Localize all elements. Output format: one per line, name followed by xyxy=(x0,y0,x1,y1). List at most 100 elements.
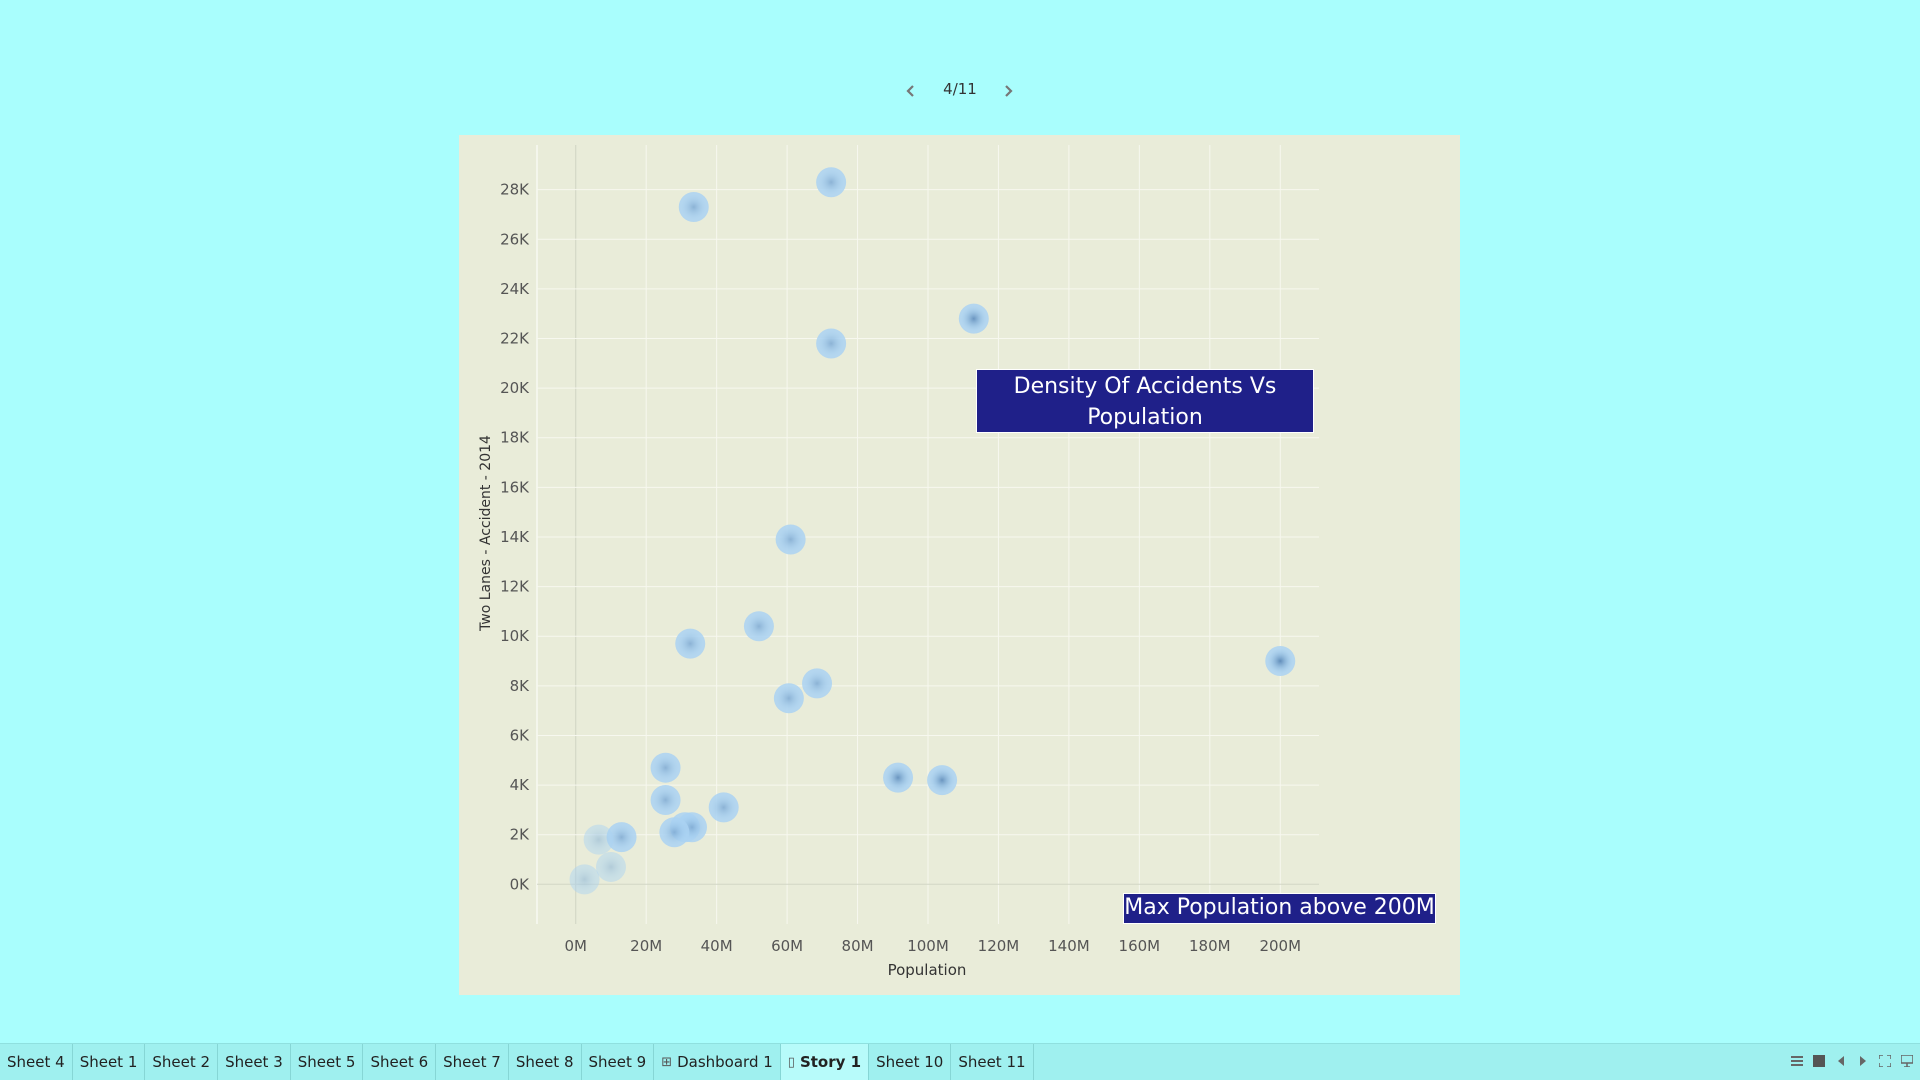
x-tick-label: 60M xyxy=(771,937,803,955)
data-point[interactable] xyxy=(1265,646,1296,677)
sheet-tab-sheet-10[interactable]: Sheet 10 xyxy=(869,1044,952,1080)
point-core xyxy=(777,526,804,553)
data-point[interactable] xyxy=(802,668,833,699)
data-point[interactable] xyxy=(595,851,626,882)
data-point[interactable] xyxy=(743,611,774,642)
view-tools xyxy=(1790,1054,1914,1068)
sheet-tab-label: Sheet 9 xyxy=(588,1053,647,1071)
data-point[interactable] xyxy=(883,762,914,793)
y-tick-label: 4K xyxy=(510,776,531,794)
data-point[interactable] xyxy=(775,524,806,555)
point-core xyxy=(1267,648,1294,675)
y-tick-label: 22K xyxy=(500,330,530,348)
sheet-tab-label: Sheet 10 xyxy=(876,1053,944,1071)
scatter-chart: 0K 2K 4K 6K 8K 10K 12K 14K 16K 18K 20K 22K 24K 26K 28K… xyxy=(478,145,1319,979)
data-point[interactable] xyxy=(816,167,847,198)
sheet-tab-sheet-3[interactable]: Sheet 3 xyxy=(218,1044,291,1080)
sheet-tab-label: Dashboard 1 xyxy=(677,1053,773,1071)
x-tick-label: 160M xyxy=(1119,937,1161,955)
x-tick-label: 140M xyxy=(1048,937,1090,955)
sheet-tab-label: Sheet 1 xyxy=(79,1053,138,1071)
sheet-tab-label: Sheet 2 xyxy=(152,1053,211,1071)
show-sheets-icon[interactable] xyxy=(1790,1054,1804,1068)
data-point[interactable] xyxy=(958,303,989,334)
data-point[interactable] xyxy=(659,817,690,848)
y-tick-label: 14K xyxy=(500,528,530,546)
sheet-tab-dashboard-1[interactable]: ⊞ Dashboard 1 xyxy=(654,1044,781,1080)
data-point[interactable] xyxy=(816,328,847,359)
next-story-point-button[interactable] xyxy=(995,78,1021,104)
point-core xyxy=(680,194,707,221)
point-core xyxy=(710,794,737,821)
dashboard-icon: ⊞ xyxy=(661,1054,673,1070)
sheet-tab-label: Sheet 6 xyxy=(370,1053,429,1071)
data-point[interactable] xyxy=(650,784,681,815)
chart-title-annotation: Density Of Accidents Vs Population xyxy=(976,369,1314,433)
point-core xyxy=(929,767,956,794)
sheet-tab-sheet-7[interactable]: Sheet 7 xyxy=(436,1044,509,1080)
story-page-indicator: 4/11 xyxy=(943,80,977,98)
x-tick-label: 40M xyxy=(701,937,733,955)
x-tick-label: 120M xyxy=(978,937,1020,955)
data-point[interactable] xyxy=(927,765,958,796)
sheet-tab-sheet-9[interactable]: Sheet 9 xyxy=(582,1044,655,1080)
data-point[interactable] xyxy=(650,752,681,783)
filmstrip-icon[interactable] xyxy=(1812,1054,1826,1068)
y-axis-ticks: 0K 2K 4K 6K 8K 10K 12K 14K 16K 18K 20K 22K 24K 26K 28K xyxy=(500,181,530,894)
y-tick-label: 16K xyxy=(500,478,530,496)
sheet-tab-sheet-11[interactable]: Sheet 11 xyxy=(951,1044,1034,1080)
point-core xyxy=(677,630,704,657)
sheet-tab-label: Sheet 3 xyxy=(225,1053,283,1071)
y-axis-label: Two Lanes - Accident - 2014 xyxy=(478,435,494,632)
y-tick-label: 26K xyxy=(500,230,530,248)
point-core xyxy=(960,305,987,332)
point-core xyxy=(571,866,598,893)
x-tick-label: 20M xyxy=(630,937,662,955)
point-core xyxy=(585,826,612,853)
sheet-tab-label: Story 1 xyxy=(799,1053,862,1071)
point-core xyxy=(661,819,688,846)
point-core xyxy=(608,824,635,851)
data-point[interactable] xyxy=(678,192,709,223)
point-core xyxy=(818,169,845,196)
chart-sheet: 0K 2K 4K 6K 8K 10K 12K 14K 16K 18K 20K 22K 24K 26K 28K… xyxy=(459,135,1460,995)
data-point[interactable] xyxy=(708,792,739,823)
point-core xyxy=(775,685,802,712)
chevron-right-icon xyxy=(1005,85,1013,97)
data-point[interactable] xyxy=(773,683,804,714)
sheet-tab-sheet-8[interactable]: Sheet 8 xyxy=(509,1044,582,1080)
data-points xyxy=(569,167,1296,895)
y-tick-label: 8K xyxy=(510,677,531,695)
y-tick-label: 12K xyxy=(500,578,530,596)
data-point[interactable] xyxy=(569,864,600,895)
sheet-tab-sheet-4[interactable]: Sheet 4 xyxy=(0,1044,73,1080)
fullscreen-icon[interactable] xyxy=(1878,1054,1892,1068)
chevron-left-icon xyxy=(906,85,914,97)
sheet-tab-sheet-5[interactable]: Sheet 5 xyxy=(291,1044,364,1080)
y-tick-label: 2K xyxy=(510,826,531,844)
data-point[interactable] xyxy=(583,824,614,855)
sheet-tab-sheet-6[interactable]: Sheet 6 xyxy=(363,1044,437,1080)
previous-story-point-button[interactable] xyxy=(898,78,924,104)
y-tick-label: 0K xyxy=(510,875,531,893)
sheet-tab-label: Sheet 8 xyxy=(515,1053,574,1071)
x-tick-label: 180M xyxy=(1189,937,1231,955)
point-core xyxy=(818,330,845,357)
y-tick-label: 24K xyxy=(500,280,530,298)
sheet-tab-sheet-2[interactable]: Sheet 2 xyxy=(145,1044,219,1080)
x-tick-label: 0M xyxy=(564,937,587,955)
presentation-mode-icon[interactable] xyxy=(1900,1054,1914,1068)
scroll-left-icon[interactable] xyxy=(1834,1054,1848,1068)
sheet-tab-sheet-1[interactable]: Sheet 1 xyxy=(73,1044,146,1080)
y-tick-label: 6K xyxy=(510,726,531,744)
data-point[interactable] xyxy=(606,822,637,853)
sheet-tab-label: Sheet 5 xyxy=(297,1053,356,1071)
y-tick-label: 20K xyxy=(500,379,530,397)
point-core xyxy=(652,786,679,813)
data-point[interactable] xyxy=(675,628,706,659)
point-core xyxy=(745,613,772,640)
y-tick-label: 28K xyxy=(500,181,530,199)
x-tick-label: 100M xyxy=(907,937,949,955)
scroll-right-icon[interactable] xyxy=(1856,1054,1870,1068)
sheet-tab-story-1[interactable]: ▯ Story 1 xyxy=(780,1044,870,1080)
